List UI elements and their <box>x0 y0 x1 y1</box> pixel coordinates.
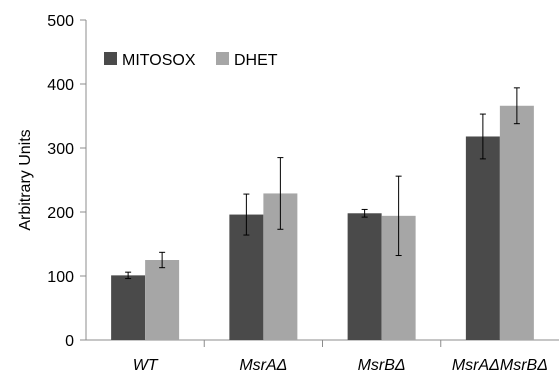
bar-mitosox-2 <box>347 213 382 340</box>
error-bar-group <box>125 87 520 280</box>
legend-swatch-mitosox <box>104 52 117 65</box>
legend: MITOSOX DHET <box>104 52 278 69</box>
bar-mitosox-0 <box>111 275 146 340</box>
y-axis-ticks: 0 100 200 300 400 500 <box>47 13 86 350</box>
bar-dhet-0 <box>145 260 180 340</box>
y-tick-label: 200 <box>47 205 74 222</box>
legend-label-dhet: DHET <box>234 52 278 69</box>
category-label: MsrAΔMsrBΔ <box>452 357 548 374</box>
bar-mitosox-3 <box>465 136 500 340</box>
y-tick-label: 500 <box>47 13 74 30</box>
category-label: WT <box>133 357 159 374</box>
x-axis-ticks <box>203 340 442 347</box>
bar-dhet-3 <box>499 105 534 340</box>
bar-group <box>111 105 534 340</box>
y-tick-label: 0 <box>65 333 74 350</box>
legend-swatch-dhet <box>216 52 229 65</box>
legend-label-mitosox: MITOSOX <box>122 52 196 69</box>
y-tick-label: 100 <box>47 269 74 286</box>
y-axis-label: Arbitrary Units <box>17 129 34 230</box>
category-label: MsrAΔ <box>239 357 287 374</box>
category-labels: WT MsrAΔ MsrBΔ MsrAΔMsrBΔ <box>133 357 548 374</box>
y-tick-label: 400 <box>47 77 74 94</box>
y-tick-label: 300 <box>47 141 74 158</box>
category-label: MsrBΔ <box>358 357 406 374</box>
